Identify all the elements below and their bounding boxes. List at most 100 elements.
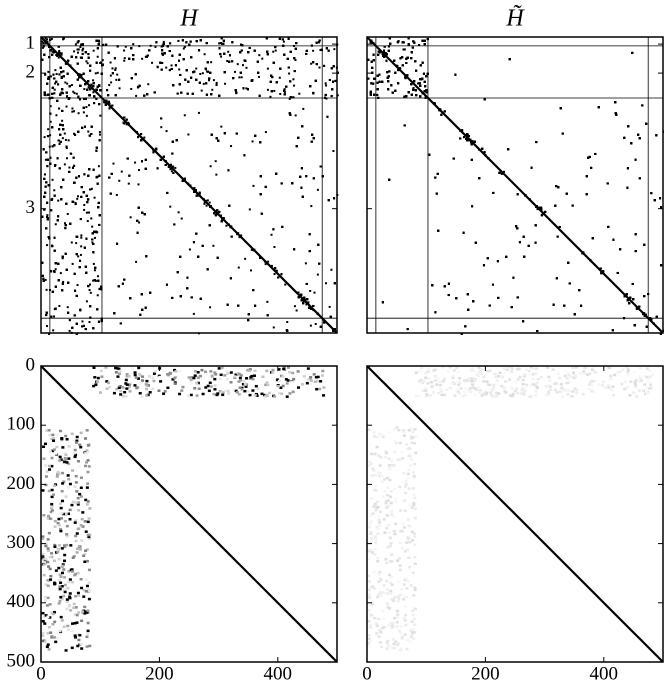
nonzero-dot — [71, 200, 74, 203]
nonzero-dot — [313, 291, 316, 294]
nonzero-dot — [144, 167, 147, 170]
nonzero-dot — [141, 57, 144, 60]
nonzero-dot — [187, 80, 190, 83]
nonzero-dot — [247, 313, 250, 316]
nonzero-dot — [54, 82, 57, 85]
nonzero-dot — [134, 73, 137, 76]
nonzero-dot — [46, 82, 49, 85]
nonzero-dot — [233, 70, 236, 73]
nonzero-dot — [220, 220, 223, 223]
nonzero-dot — [67, 97, 70, 100]
nonzero-dot — [75, 294, 78, 297]
nonzero-dot — [271, 76, 274, 79]
nonzero-dot — [64, 138, 67, 141]
nonzero-dot — [228, 60, 231, 63]
nonzero-dot — [139, 313, 142, 316]
nonzero-dot — [129, 297, 132, 300]
nonzero-dot — [179, 255, 182, 258]
nonzero-dot — [75, 56, 78, 59]
nonzero-dot — [94, 279, 97, 282]
nonzero-dot — [171, 140, 174, 143]
nonzero-dot — [239, 43, 242, 46]
nonzero-dot — [84, 328, 87, 331]
nonzero-dot — [45, 151, 48, 154]
nonzero-dot — [319, 49, 322, 52]
nonzero-dot — [47, 76, 50, 79]
nonzero-dot — [54, 285, 57, 288]
nonzero-dot — [182, 47, 185, 50]
nonzero-dot — [95, 39, 98, 42]
nonzero-dot — [183, 45, 186, 48]
nonzero-dot — [330, 67, 333, 70]
nonzero-dot — [190, 56, 193, 59]
nonzero-dot — [176, 271, 179, 274]
nonzero-dot — [112, 162, 115, 165]
nonzero-dot — [128, 57, 131, 60]
nonzero-dot — [58, 49, 61, 52]
nonzero-dot — [63, 163, 66, 166]
nonzero-dot — [47, 217, 50, 220]
nonzero-dot — [67, 311, 70, 314]
nonzero-dot — [61, 124, 64, 127]
nonzero-dot — [318, 262, 321, 265]
nonzero-dot — [83, 246, 86, 249]
nonzero-dot — [123, 49, 126, 52]
nonzero-dot — [203, 53, 206, 56]
nonzero-dot — [53, 77, 56, 80]
nonzero-dot — [141, 160, 144, 163]
nonzero-dot — [194, 189, 197, 192]
nonzero-dot — [183, 177, 186, 180]
nonzero-dot — [66, 72, 69, 75]
nonzero-dot — [110, 172, 113, 175]
nonzero-dot — [89, 88, 92, 91]
nonzero-dot — [57, 262, 60, 265]
nonzero-dot — [213, 212, 216, 215]
nonzero-dot — [84, 83, 87, 86]
nonzero-dot — [277, 276, 280, 279]
nonzero-dot — [333, 48, 336, 51]
nonzero-dot — [188, 43, 191, 46]
nonzero-dot — [185, 41, 188, 44]
nonzero-dot — [59, 133, 62, 136]
nonzero-dot — [79, 98, 82, 101]
nonzero-dot — [51, 92, 54, 95]
nonzero-dot — [98, 103, 101, 106]
nonzero-dot — [47, 128, 50, 131]
nonzero-dot — [73, 132, 76, 135]
nonzero-dot — [311, 133, 314, 136]
nonzero-dot — [266, 53, 269, 56]
nonzero-dot — [81, 52, 84, 55]
nonzero-dot — [100, 285, 103, 288]
nonzero-dot — [332, 150, 335, 153]
nonzero-dot — [205, 82, 208, 85]
nonzero-dot — [207, 70, 210, 73]
nonzero-dot — [61, 289, 64, 292]
nonzero-dot — [96, 294, 99, 297]
nonzero-dot — [223, 71, 226, 74]
nonzero-dot — [58, 128, 61, 131]
nonzero-dot — [57, 83, 60, 86]
nonzero-dot — [282, 40, 285, 43]
nonzero-dot — [258, 94, 261, 97]
nonzero-dot — [62, 280, 65, 283]
nonzero-dot — [98, 223, 101, 226]
nonzero-dot — [67, 281, 70, 284]
nonzero-dot — [56, 99, 59, 102]
nonzero-dot — [98, 287, 101, 290]
nonzero-dot — [97, 279, 100, 282]
nonzero-dot — [87, 56, 90, 59]
nonzero-dot — [312, 92, 315, 95]
nonzero-dot — [83, 173, 86, 176]
nonzero-dot — [91, 241, 94, 244]
nonzero-dot — [43, 53, 46, 56]
nonzero-dot — [332, 80, 335, 83]
nonzero-dot — [98, 133, 101, 136]
nonzero-dot — [102, 43, 105, 46]
nonzero-dot — [293, 70, 296, 73]
nonzero-dot — [136, 219, 139, 222]
nonzero-dot — [249, 269, 252, 272]
nonzero-dot — [53, 270, 56, 273]
nonzero-dot — [324, 93, 327, 96]
nonzero-dot — [80, 195, 83, 198]
nonzero-dot — [172, 165, 175, 168]
